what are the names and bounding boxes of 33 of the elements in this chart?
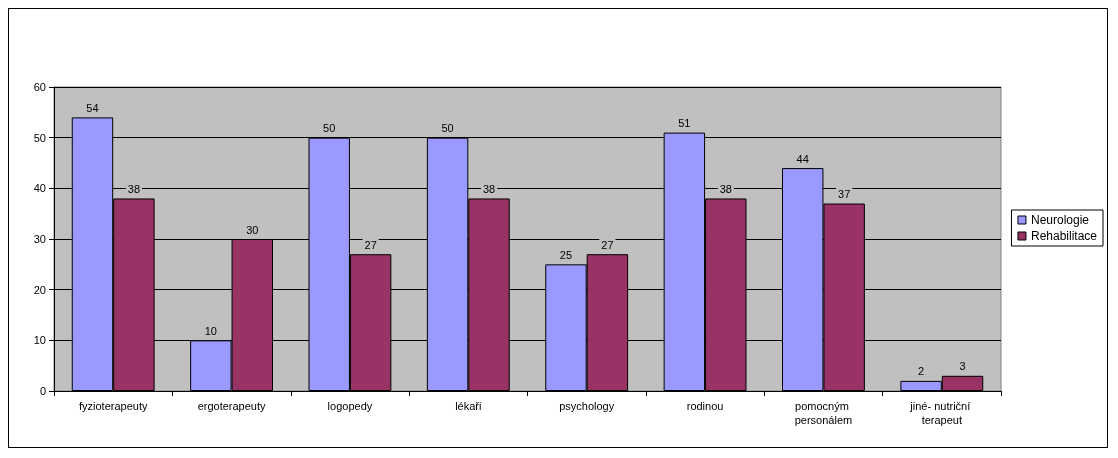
y-tick-label: 10 xyxy=(33,334,46,347)
x-tick-label: logopedy xyxy=(327,400,373,412)
x-tick-label: lékaři xyxy=(455,400,482,412)
y-tick-label: 40 xyxy=(33,182,46,195)
x-tick-label: fyzioterapeuty xyxy=(78,400,148,412)
data-label: 37 xyxy=(838,188,851,201)
data-label: 38 xyxy=(127,182,141,195)
data-label: 30 xyxy=(246,223,259,236)
x-tick-label: psychology xyxy=(559,400,615,412)
x-tick-label: jiné- nutriční terapeut xyxy=(909,400,974,426)
y-tick-label: 60 xyxy=(33,81,46,93)
y-tick-label: 30 xyxy=(33,233,46,245)
legend-label: Rehabilitace xyxy=(1030,229,1098,243)
legend-label: Neurologie xyxy=(1030,213,1090,227)
data-label: 10 xyxy=(204,324,217,337)
data-label: 50 xyxy=(441,122,454,135)
data-label: 3 xyxy=(959,360,966,373)
data-label: 54 xyxy=(86,101,99,114)
data-label: 25 xyxy=(559,248,573,261)
data-label: 38 xyxy=(719,182,732,195)
data-label: 38 xyxy=(482,182,496,195)
data-label: 2 xyxy=(918,365,925,378)
x-tick-label: rodinou xyxy=(686,400,724,412)
y-tick-label: 50 xyxy=(33,131,46,144)
y-tick-label: 0 xyxy=(39,385,46,397)
data-label: 50 xyxy=(323,122,336,135)
data-label: 27 xyxy=(601,238,614,251)
data-label: 44 xyxy=(796,152,809,165)
y-tick-label: 20 xyxy=(33,283,46,296)
data-label: 51 xyxy=(678,117,691,130)
x-tick-label: ergoterapeuty xyxy=(197,400,266,412)
x-tick-label: pomocným personálem xyxy=(794,400,853,426)
data-label: 27 xyxy=(364,238,377,251)
